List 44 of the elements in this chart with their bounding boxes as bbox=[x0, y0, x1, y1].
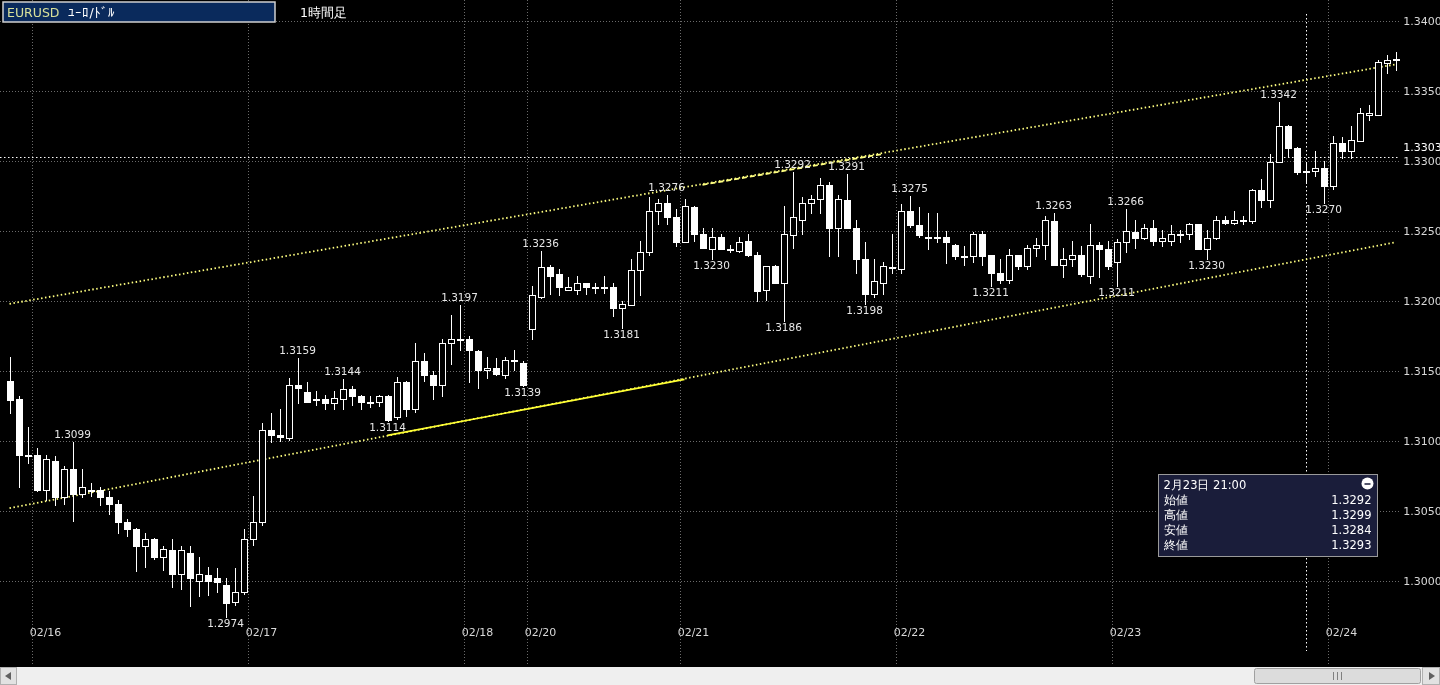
annotation: 1.3186 bbox=[765, 320, 803, 333]
ref-line-label: 1.3303 bbox=[1403, 141, 1440, 154]
annotation: 1.3299 bbox=[1331, 507, 1372, 522]
x-tick-label: 02/22 bbox=[893, 626, 926, 639]
chart-subtitle: ﾕｰﾛ/ﾄﾞﾙ bbox=[68, 5, 115, 20]
x-tick-label: 02/21 bbox=[677, 626, 710, 639]
x-tick-label: 02/24 bbox=[1325, 626, 1358, 639]
annotation: 2月23日 21:00 bbox=[1163, 477, 1247, 492]
annotation: 1.3197 bbox=[441, 291, 478, 304]
annotation: 1時間足 bbox=[300, 5, 347, 20]
x-tick-label: 02/16 bbox=[29, 626, 62, 639]
annotation: 1.3198 bbox=[846, 303, 883, 316]
x-tick-label: 02/18 bbox=[461, 626, 494, 639]
annotation: 1.3263 bbox=[1035, 198, 1072, 211]
annotation: 高値 bbox=[1163, 507, 1188, 522]
annotation: 1.3293 bbox=[1331, 537, 1372, 552]
annotation: 1.3230 bbox=[1188, 259, 1225, 271]
annotation: 1.3211 bbox=[1098, 285, 1135, 298]
annotation: 1.3139 bbox=[504, 386, 541, 399]
annotation: 1.3266 bbox=[1107, 194, 1145, 207]
annotation: 1.3275 bbox=[891, 182, 928, 194]
annotation: 1.3292 bbox=[1331, 492, 1372, 507]
annotation: 1.2974 bbox=[207, 617, 245, 630]
x-tick-label: 02/17 bbox=[245, 626, 278, 639]
annotation: 1.3114 bbox=[369, 421, 407, 434]
annotation: 1.3284 bbox=[1331, 522, 1372, 537]
annotation: 1.3270 bbox=[1305, 203, 1342, 215]
annotation: 1.3144 bbox=[324, 365, 362, 378]
annotation: 1.3181 bbox=[603, 327, 640, 340]
annotation: 終値 bbox=[1162, 537, 1188, 552]
annotation: 1.3291 bbox=[828, 159, 865, 172]
annotation: 始値 bbox=[1163, 492, 1188, 507]
annotation: 1.3159 bbox=[279, 344, 316, 357]
x-tick-label: 02/20 bbox=[524, 626, 557, 639]
annotation: 1.3276 bbox=[648, 180, 686, 193]
annotation: 安値 bbox=[1163, 522, 1188, 537]
x-tick-label: 02/23 bbox=[1109, 626, 1142, 639]
annotation: 1.3342 bbox=[1260, 88, 1297, 101]
annotation: 1.3211 bbox=[972, 285, 1009, 298]
annotation: 1.3292 bbox=[774, 158, 811, 171]
annotation: 1.3230 bbox=[693, 259, 730, 271]
annotation: 1.3236 bbox=[522, 236, 560, 249]
annotation: 1.3099 bbox=[54, 428, 91, 441]
chart-title: EURUSD bbox=[7, 5, 60, 20]
